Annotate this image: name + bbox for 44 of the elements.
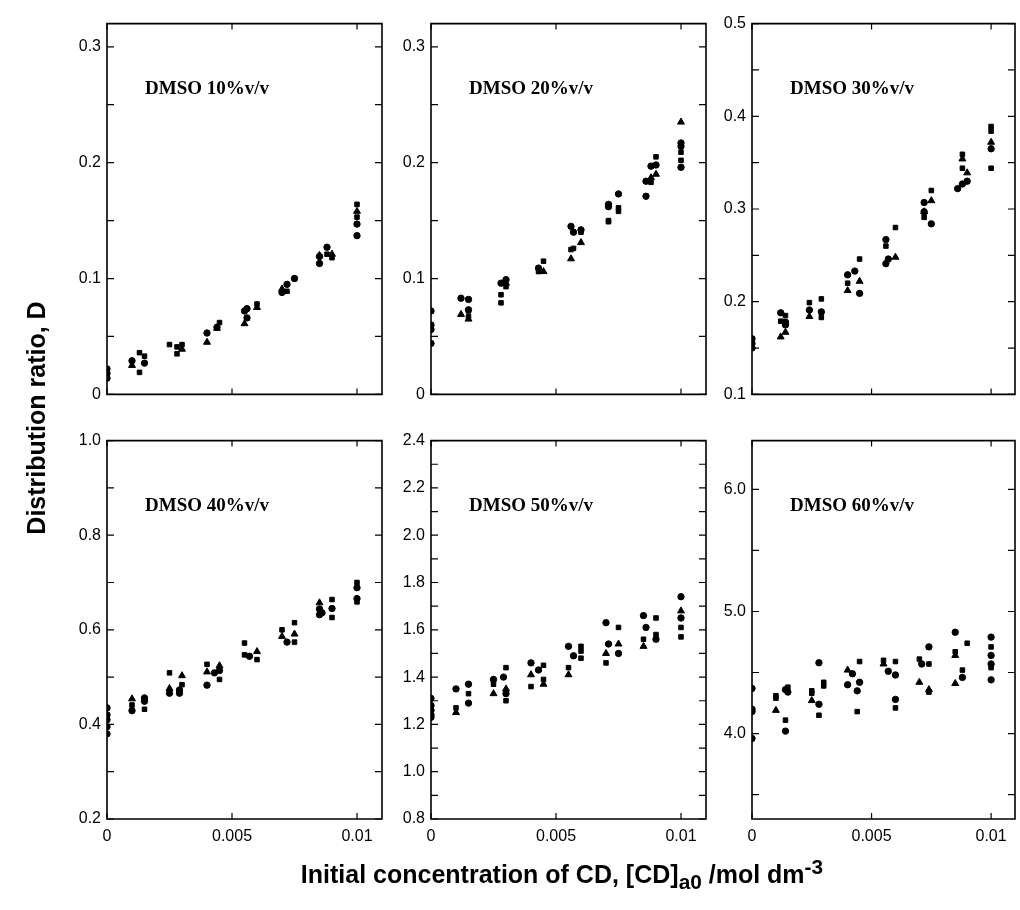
y-tick-label: 2.4 (402, 431, 426, 449)
y-tick-label: 0.2 (723, 292, 747, 310)
x-axis-title: Initial concentration of CD, [CD]$_{a0}$ /mol dm$^{-3}$ (299, 855, 825, 895)
text: DMSO 30%v/v (790, 76, 915, 98)
y-tick-label: 0.8 (78, 525, 102, 543)
y-axis-title: Distribution ratio, D (21, 301, 51, 535)
text: DMSO 20%v/v (469, 76, 594, 98)
x-tick-label: 0.005 (535, 827, 577, 845)
y-tick-label: 0 (92, 384, 102, 402)
text: DMSO 40%v/v (145, 493, 270, 515)
y-tick-label: 0.3 (402, 37, 426, 55)
y-tick-label: 1.0 (78, 431, 102, 449)
y-tick-label: 1.4 (402, 667, 426, 685)
y-tick-label: 0.2 (402, 153, 426, 171)
y-tick-label: 6.0 (723, 479, 747, 497)
x-tick-label: 0.01 (975, 827, 1007, 845)
y-tick-label: 0.2 (78, 153, 102, 171)
y-tick-label: 0.5 (723, 14, 747, 32)
y-tick-label: 1.8 (402, 572, 426, 590)
y-tick-label: 1.6 (402, 620, 426, 638)
y-tick-label: 0.1 (402, 268, 426, 286)
x-tick-label: 0.005 (211, 827, 253, 845)
y-tick-label: 5.0 (723, 601, 747, 619)
y-tick-label: 0.3 (78, 37, 102, 55)
y-tick-label: 0 (416, 384, 426, 402)
text: DMSO 50%v/v (469, 493, 594, 515)
y-tick-label: 0.1 (78, 268, 102, 286)
y-tick-label: 0.3 (723, 199, 747, 217)
y-tick-label: 0.4 (78, 714, 102, 732)
y-tick-label: 1.0 (402, 762, 426, 780)
x-tick-label: 0.005 (851, 827, 892, 845)
y-tick-label: 0.8 (402, 809, 426, 827)
y-tick-label: 4.0 (723, 723, 747, 741)
y-tick-label: 0.2 (78, 809, 102, 827)
y-tick-label: 0.1 (723, 384, 747, 402)
y-tick-label: 0.4 (723, 106, 747, 124)
x-tick-label: 0.01 (341, 827, 373, 845)
y-tick-label: 0.6 (78, 620, 102, 638)
y-tick-label: 1.2 (402, 714, 426, 732)
y-tick-label: 2.2 (402, 478, 426, 496)
x-tick-label: 0.01 (665, 827, 697, 845)
y-tick-label: 2.0 (402, 525, 426, 543)
text: DMSO 10%v/v (145, 76, 270, 98)
text: DMSO 60%v/v (790, 493, 915, 515)
